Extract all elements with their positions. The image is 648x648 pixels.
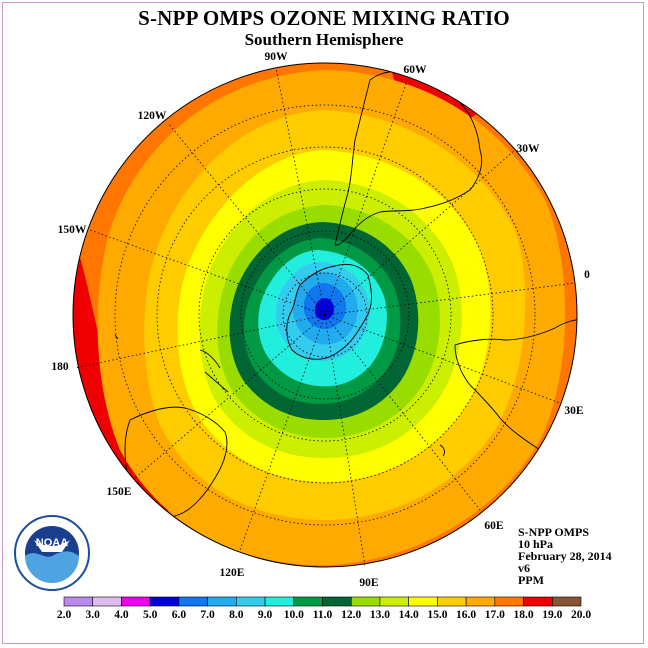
lon-label-120w: 120W — [138, 110, 167, 122]
colorbar-swatch — [350, 596, 381, 607]
longitude-labels: 90W 60W 30W 0 30E 60E 90E 120E 150E 180 … — [51, 51, 590, 589]
meridian-150w — [89, 229, 326, 316]
lon-label-150e: 150E — [107, 486, 132, 498]
meridian-60w — [324, 77, 409, 316]
colorbar-tick-label: 14.0 — [399, 609, 419, 621]
colorbar-tick-label: 18.0 — [513, 609, 533, 621]
colorbar-swatch — [322, 596, 352, 607]
colorbar-tick-label: 8.0 — [229, 609, 244, 621]
meridian-120w — [167, 122, 326, 316]
colorbar-swatch — [551, 596, 582, 607]
page-title: S-NPP OMPS OZONE MIXING RATIO — [138, 6, 510, 30]
meridian-180 — [74, 314, 326, 369]
map-boundary — [72, 62, 578, 568]
info-date: February 28, 2014 — [518, 549, 612, 563]
page-subtitle: Southern Hemisphere — [244, 30, 404, 49]
colorbar-swatch — [207, 596, 237, 607]
colorbar-tick-label: 5.0 — [143, 609, 158, 621]
colorbar-tick-label: 2.0 — [57, 609, 72, 621]
colorbar-tick-label: 20.0 — [571, 609, 591, 621]
latitude-circle — [198, 188, 452, 442]
colorbar-tick-label: 3.0 — [86, 609, 101, 621]
new-zealand-coastline — [199, 349, 229, 393]
colorbar-swatch — [408, 596, 438, 607]
lon-label-60e: 60E — [484, 520, 504, 532]
lon-label-120e: 120E — [220, 567, 245, 579]
colorbar-tick-label: 7.0 — [200, 609, 215, 621]
meridian-150e — [134, 314, 326, 479]
latitude-circle — [156, 146, 494, 484]
colorbar-swatch — [523, 596, 553, 607]
colorbar-swatch — [465, 596, 496, 607]
lon-label-180: 180 — [51, 361, 69, 373]
colorbar-swatch — [236, 596, 266, 607]
noaa-logo: NOAA — [14, 515, 90, 591]
info-level: 10 hPa — [518, 537, 554, 551]
graticule — [74, 67, 576, 567]
antarctica-coastline — [286, 263, 372, 360]
colorbar-swatch — [379, 596, 409, 607]
colorbar-swatch — [264, 596, 295, 607]
latitude-circle — [114, 104, 536, 526]
colorbar-tick-label: 17.0 — [485, 609, 505, 621]
colorbar-tick-label: 13.0 — [370, 609, 390, 621]
lon-label-30e: 30E — [564, 405, 584, 417]
info-units: PPM — [518, 573, 544, 587]
latitude-circle — [282, 272, 368, 358]
colorbar-swatch — [121, 596, 151, 607]
colorbar-tick-label: 11.0 — [313, 609, 333, 621]
colorbar-swatch — [494, 596, 524, 607]
latitude-circle — [240, 230, 410, 400]
info-instrument: S-NPP OMPS — [518, 525, 589, 539]
colorbar-swatch — [178, 596, 208, 607]
colorbar-tick-label: 10.0 — [284, 609, 304, 621]
colorbar-tick-label: 9.0 — [258, 609, 273, 621]
australia-coastline — [124, 406, 228, 518]
colorbar-tick-label: 12.0 — [341, 609, 361, 621]
contour-field — [73, 63, 577, 567]
lon-label-90e: 90E — [359, 577, 379, 589]
meridian-120e — [239, 314, 326, 551]
colorbar: 2.0 3.0 4.0 5.0 6.0 7.0 8.0 9.0 10.0 11.0 12.0 13.0… — [57, 596, 591, 621]
lon-label-30w: 30W — [517, 143, 541, 155]
lon-label-0: 0 — [584, 269, 590, 281]
colorbar-swatch — [63, 596, 94, 607]
island-coastline — [439, 444, 445, 457]
colorbar-tick-label: 15.0 — [427, 609, 447, 621]
colorbar-swatch — [92, 596, 122, 607]
logo-text: NOAA — [36, 537, 68, 549]
lon-label-60w: 60W — [404, 64, 428, 76]
colorbar-swatch — [149, 596, 180, 607]
info-version: v6 — [518, 561, 530, 575]
south-america-coastline — [334, 70, 483, 246]
colorbar-tick-label: 4.0 — [114, 609, 129, 621]
colorbar-swatch — [293, 596, 323, 607]
colorbar-swatch — [437, 596, 467, 607]
meridian-60e — [324, 314, 481, 511]
lon-label-150w: 150W — [58, 224, 87, 236]
meridian-30e — [324, 314, 561, 404]
colorbar-tick-label: 19.0 — [542, 609, 562, 621]
colorbar-tick-label: 6.0 — [172, 609, 187, 621]
lon-label-90w: 90W — [265, 51, 289, 63]
colorbar-tick-label: 16.0 — [456, 609, 476, 621]
